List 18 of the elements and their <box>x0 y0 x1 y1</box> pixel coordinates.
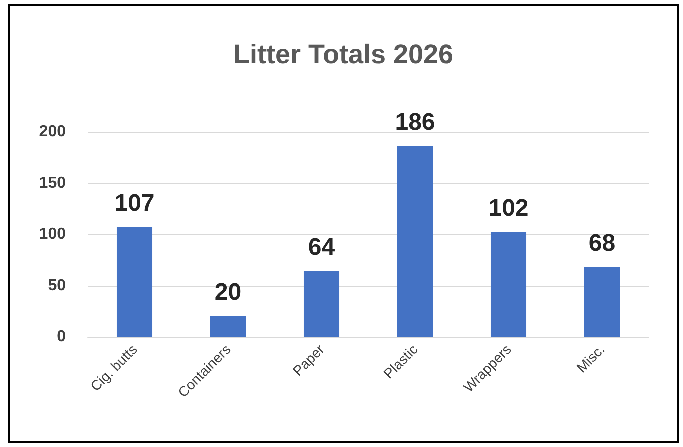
data-label: 20 <box>214 279 242 306</box>
data-label: 107 <box>114 190 155 217</box>
bar <box>397 146 434 337</box>
y-tick-label: 200 <box>39 124 66 140</box>
y-tick-label: 50 <box>48 277 66 294</box>
bar <box>116 227 153 337</box>
y-tick-label: 0 <box>57 328 66 346</box>
data-label: 186 <box>395 108 436 136</box>
bar <box>584 267 620 337</box>
data-label: 102 <box>488 194 529 222</box>
bar <box>210 316 246 337</box>
chart-title: Litter Totals 2026 <box>233 40 454 70</box>
y-tick-label: 150 <box>39 174 66 192</box>
bar <box>304 271 340 337</box>
data-label: 64 <box>308 234 336 261</box>
y-tick-label: 100 <box>39 226 66 243</box>
bar <box>490 232 527 337</box>
data-label: 68 <box>588 230 616 257</box>
